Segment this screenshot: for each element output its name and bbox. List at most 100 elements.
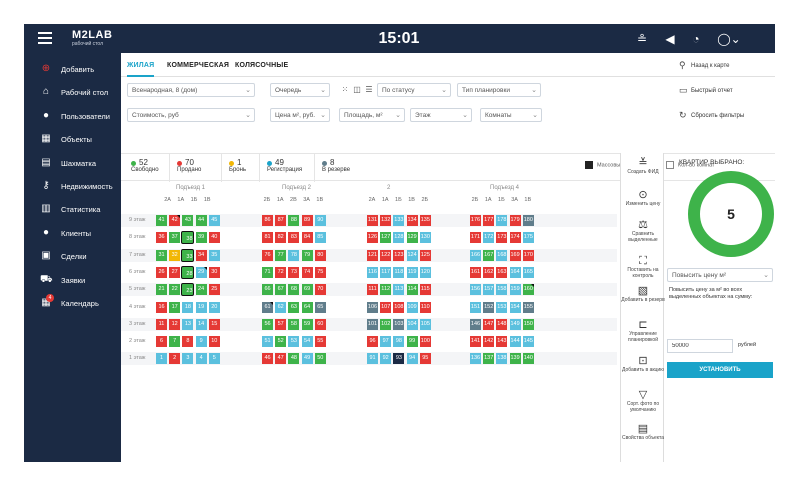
- apartment-cell[interactable]: 72: [275, 266, 287, 278]
- sidebar-item-home[interactable]: ⌂ Рабочий стол: [24, 82, 121, 104]
- apartment-cell[interactable]: 79: [301, 249, 313, 261]
- apartment-cell[interactable]: 128: [393, 232, 405, 244]
- apartment-cell[interactable]: 28: [181, 265, 195, 279]
- apartment-cell[interactable]: 144: [509, 336, 521, 348]
- apartment-cell[interactable]: 30: [208, 266, 220, 278]
- apartment-cell[interactable]: 33: [181, 248, 195, 262]
- price-select[interactable]: Стоимость, руб ⌄: [127, 108, 255, 122]
- apartment-cell[interactable]: 178: [496, 215, 508, 226]
- sidebar-item-plus-circle[interactable]: ⊕ Добавить: [24, 59, 121, 81]
- apartment-cell[interactable]: 143: [496, 336, 508, 348]
- apartment-cell[interactable]: 103: [393, 318, 405, 330]
- apartment-cell[interactable]: 111: [367, 284, 378, 296]
- apartment-cell[interactable]: 78: [288, 249, 300, 261]
- apartment-cell[interactable]: 152: [483, 301, 495, 313]
- apartment-cell[interactable]: 8: [182, 336, 194, 348]
- apartment-cell[interactable]: 46: [262, 353, 273, 365]
- apartment-cell[interactable]: 86: [262, 215, 273, 226]
- apartment-cell[interactable]: 165: [522, 266, 534, 278]
- apartment-cell[interactable]: 162: [483, 266, 495, 278]
- apartment-cell[interactable]: 136: [470, 353, 481, 365]
- apartment-cell[interactable]: 68: [288, 284, 300, 296]
- sidebar-item-users[interactable]: ● Клиенты: [24, 223, 121, 245]
- tool-price[interactable]: ⊙ Изменить цену: [621, 189, 665, 207]
- apartment-cell[interactable]: 114: [406, 284, 418, 296]
- apartment-cell[interactable]: 167: [483, 249, 495, 261]
- apartment-cell[interactable]: 145: [522, 336, 534, 348]
- sidebar-item-briefcase[interactable]: ▣ Сделки: [24, 246, 121, 268]
- apartment-cell[interactable]: 19: [195, 301, 207, 313]
- sidebar-item-chart[interactable]: ▥ Статистика: [24, 199, 121, 221]
- apartment-cell[interactable]: 140: [522, 353, 534, 365]
- apartment-cell[interactable]: 175: [522, 232, 534, 244]
- apartment-cell[interactable]: 149: [509, 318, 521, 330]
- apartment-cell[interactable]: 154: [509, 301, 521, 313]
- apartment-cell[interactable]: 170: [522, 249, 534, 261]
- apartment-cell[interactable]: 60: [314, 318, 326, 330]
- apartment-cell[interactable]: 131: [367, 215, 378, 226]
- apartment-cell[interactable]: 102: [380, 318, 392, 330]
- apartment-cell[interactable]: 107: [380, 301, 392, 313]
- apartment-cell[interactable]: 132: [380, 215, 392, 226]
- apartment-cell[interactable]: 148: [496, 318, 508, 330]
- plan-view-icon[interactable]: ◫: [353, 85, 361, 94]
- apartment-cell[interactable]: 172: [483, 232, 495, 244]
- apartment-cell[interactable]: 101: [367, 318, 378, 330]
- rooms-select[interactable]: Комнаты ⌄: [480, 108, 542, 122]
- apartment-cell[interactable]: 161: [470, 266, 481, 278]
- apartment-cell[interactable]: 157: [483, 284, 495, 296]
- menu-icon[interactable]: [38, 32, 52, 44]
- apartment-cell[interactable]: 70: [314, 284, 326, 296]
- sidebar-item-key[interactable]: ⚷ Недвижимость: [24, 176, 121, 198]
- apartment-cell[interactable]: 39: [195, 232, 207, 244]
- apartment-cell[interactable]: 93: [393, 353, 405, 365]
- apartment-cell[interactable]: 141: [470, 336, 481, 348]
- apartment-cell[interactable]: 17: [169, 301, 181, 313]
- apartment-cell[interactable]: 65: [314, 301, 326, 313]
- apartment-cell[interactable]: 34: [195, 249, 207, 261]
- apartment-cell[interactable]: 26: [156, 266, 167, 278]
- apartment-cell[interactable]: 126: [367, 232, 378, 244]
- sidebar-item-grid[interactable]: ▤ Шахматка: [24, 153, 121, 175]
- apartment-cell[interactable]: 57: [275, 318, 287, 330]
- apartment-cell[interactable]: 62: [275, 301, 287, 313]
- apartment-cell[interactable]: 38: [181, 231, 195, 245]
- apartment-cell[interactable]: 45: [208, 215, 220, 226]
- apartment-cell[interactable]: 153: [496, 301, 508, 313]
- apartment-cell[interactable]: 127: [380, 232, 392, 244]
- apartment-cell[interactable]: 87: [275, 215, 287, 226]
- apartment-cell[interactable]: 150: [522, 318, 534, 330]
- bulk-action-select[interactable]: Повысить цену м² ⌄: [667, 268, 773, 282]
- apartment-cell[interactable]: 129: [406, 232, 418, 244]
- tool-feed[interactable]: ≚ Создать ФИД: [621, 157, 665, 175]
- layout-type-select[interactable]: Тип планировки ⌄: [457, 83, 541, 97]
- apartment-cell[interactable]: 108: [393, 301, 405, 313]
- grid-view-icon[interactable]: ⁙: [341, 85, 349, 94]
- apartment-cell[interactable]: 125: [419, 249, 431, 261]
- apply-button[interactable]: УСТАНОВИТЬ: [667, 362, 773, 378]
- apartment-cell[interactable]: 166: [470, 249, 481, 261]
- apartment-cell[interactable]: 174: [509, 232, 521, 244]
- sidebar-item-user[interactable]: ● Пользователи: [24, 106, 121, 128]
- apartment-cell[interactable]: 91: [367, 353, 378, 365]
- apartment-cell[interactable]: 95: [419, 353, 431, 365]
- apartment-cell[interactable]: 35: [208, 249, 220, 261]
- tool-filter[interactable]: ▽ Сорт. фото по умолчанию: [621, 389, 665, 413]
- apartment-cell[interactable]: 99: [406, 336, 418, 348]
- apartment-cell[interactable]: 117: [380, 266, 392, 278]
- apartment-cell[interactable]: 168: [496, 249, 508, 261]
- apartment-cell[interactable]: 142: [483, 336, 495, 348]
- apartment-cell[interactable]: 156: [470, 284, 481, 296]
- apartment-cell[interactable]: 173: [496, 232, 508, 244]
- apartment-cell[interactable]: 158: [496, 284, 508, 296]
- amount-input[interactable]: [667, 339, 733, 353]
- apartment-cell[interactable]: 112: [380, 284, 392, 296]
- apartment-cell[interactable]: 41: [156, 215, 167, 226]
- apartment-cell[interactable]: 135: [419, 215, 431, 226]
- apartment-cell[interactable]: 169: [509, 249, 521, 261]
- megaphone-icon[interactable]: ◀: [665, 32, 675, 46]
- queue-select[interactable]: Очередь ⌄: [270, 83, 330, 97]
- apartment-cell[interactable]: 74: [301, 266, 313, 278]
- list-view-icon[interactable]: ☰: [365, 85, 373, 94]
